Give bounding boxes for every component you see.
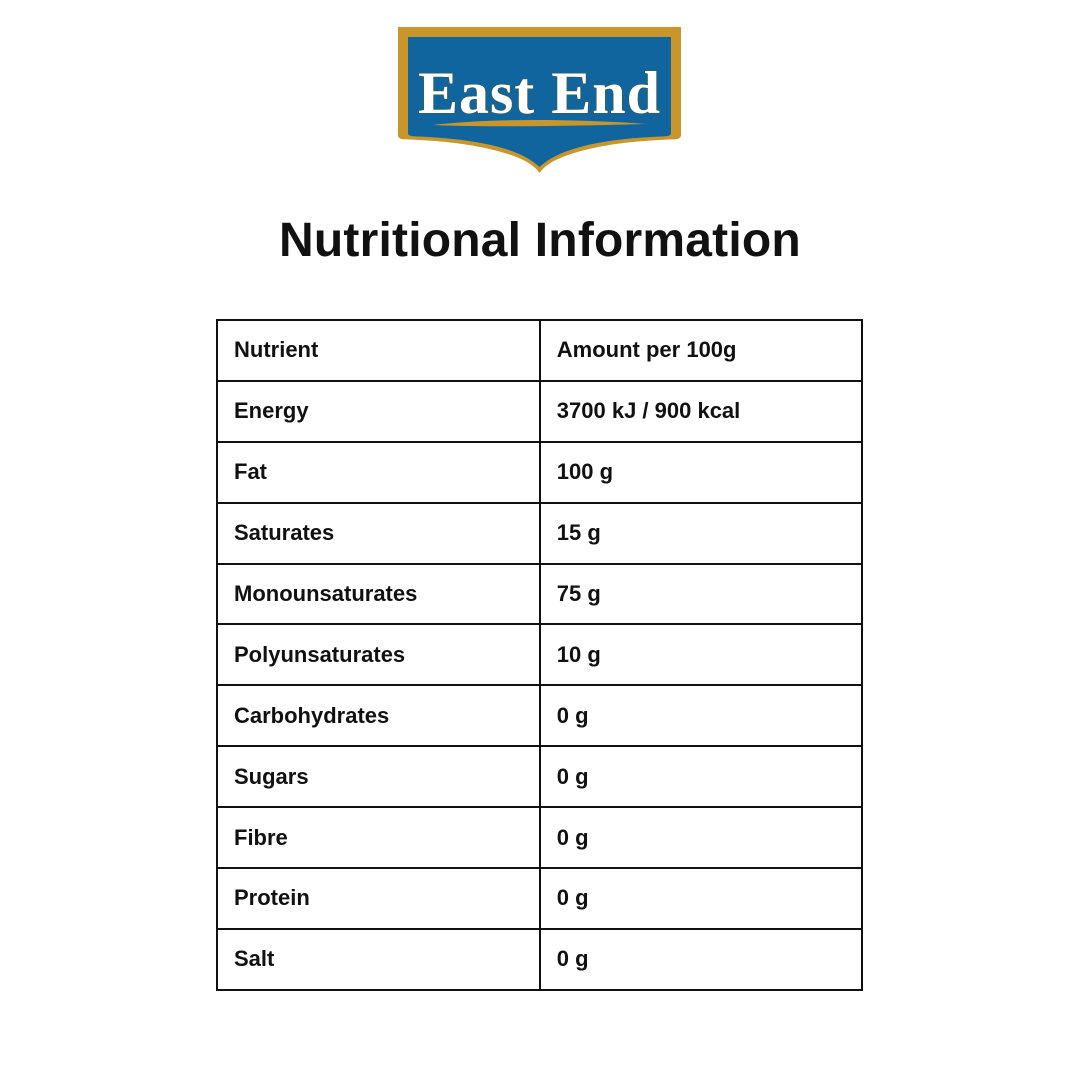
svg-text:East End: East End xyxy=(418,60,661,126)
